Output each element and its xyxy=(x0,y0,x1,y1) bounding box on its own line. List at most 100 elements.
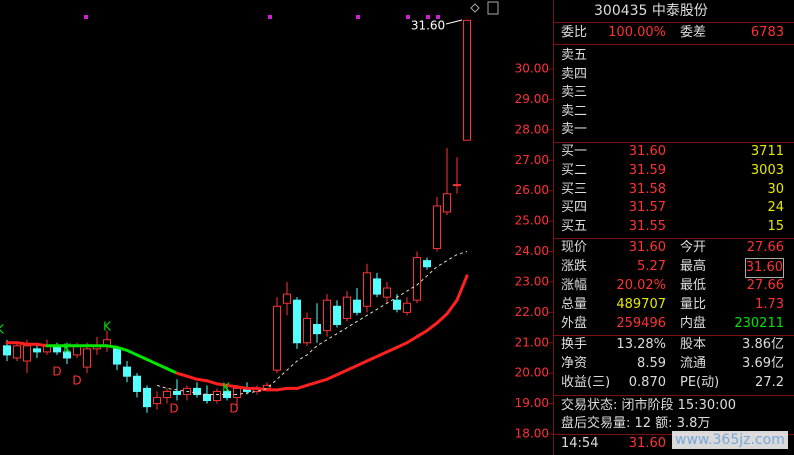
bid-label: 买五 xyxy=(561,219,588,235)
ma-segment xyxy=(175,371,189,378)
y-tick-label: 30.00 xyxy=(515,62,549,76)
y-tick-label: 26.00 xyxy=(515,183,549,197)
candle-body xyxy=(63,351,71,359)
candle-body xyxy=(143,387,151,408)
y-tick-label: 19.00 xyxy=(515,396,549,410)
candle-body xyxy=(83,348,91,368)
candle-body xyxy=(323,299,331,332)
candle-body xyxy=(113,348,121,365)
ask-label: 卖五 xyxy=(561,48,588,63)
signal: K xyxy=(222,381,231,395)
text: 3711 xyxy=(750,144,784,159)
label: 收益(三) xyxy=(561,375,611,390)
ma-segment xyxy=(425,321,439,333)
label: 涨跌 xyxy=(561,259,588,274)
label: 委比 xyxy=(561,25,588,40)
ma-segment xyxy=(215,382,229,387)
y-tick-label: 28.00 xyxy=(515,122,549,136)
text: 489707 xyxy=(616,297,666,312)
ma-segment xyxy=(155,362,169,371)
arrow xyxy=(445,19,463,25)
icon[interactable] xyxy=(470,3,480,13)
label: 股本 xyxy=(680,337,707,352)
ask-label: 卖四 xyxy=(561,66,588,82)
ma-segment xyxy=(115,345,129,352)
ma-segment xyxy=(385,345,399,354)
ma-segment xyxy=(125,348,139,357)
text: 31.60 xyxy=(744,258,784,278)
top-dots xyxy=(84,15,440,19)
label: 内盘 xyxy=(680,316,707,331)
y-tick-label: 27.00 xyxy=(515,153,549,167)
ma-segment xyxy=(35,342,49,348)
candle-body xyxy=(333,305,341,326)
candle-body xyxy=(153,397,161,405)
text: 3003 xyxy=(750,162,784,178)
text: 27.2 xyxy=(755,375,784,390)
signal: K xyxy=(63,342,72,356)
label: 委差 xyxy=(680,25,707,40)
text: 8.59 xyxy=(637,356,666,371)
text: 31.58 xyxy=(628,181,666,197)
y-tick-label: 29.00 xyxy=(515,92,549,106)
text: 259496 xyxy=(616,316,666,331)
ma-segment xyxy=(185,374,199,381)
candle-body xyxy=(433,205,441,249)
status: 盘后交易量: 12 额: 3.8万 xyxy=(561,416,711,431)
candle-body xyxy=(173,390,181,395)
text: 31.60 xyxy=(628,144,666,159)
text: 20.02% xyxy=(616,278,666,293)
text: 27.66 xyxy=(746,278,784,293)
y-tick-label: 24.00 xyxy=(515,244,549,258)
bid-label: 买二 xyxy=(561,162,588,178)
candle-body xyxy=(293,299,301,344)
text: 24 xyxy=(767,200,784,216)
ma-line xyxy=(156,251,468,395)
text: 230211 xyxy=(734,316,784,331)
y-tick-label: 22.00 xyxy=(515,305,549,319)
signal: D xyxy=(52,365,61,379)
ma-segment xyxy=(205,379,219,386)
ma-segment xyxy=(395,341,409,349)
signal: K xyxy=(103,320,112,334)
y-tick-label: 25.00 xyxy=(515,214,549,228)
text: 1.73 xyxy=(755,297,784,312)
candle-body xyxy=(443,193,451,213)
ma-segment xyxy=(255,386,269,392)
signal: D xyxy=(229,402,238,416)
label: 最低 xyxy=(680,278,707,293)
label: 流通 xyxy=(680,356,707,371)
ma-segment xyxy=(145,357,159,366)
tick-time: 14:54 xyxy=(561,436,599,451)
quote-panel: 300435 中泰股份 委比 100.00% 委差 6783 卖五 卖四 卖三 卖二 卖一 买一 31… xyxy=(553,0,794,455)
candle-body xyxy=(203,393,211,402)
ma-segment xyxy=(355,359,369,368)
candle-body xyxy=(23,345,31,362)
ma-segment xyxy=(15,341,29,346)
candle-body xyxy=(423,260,431,268)
ma-segment xyxy=(275,386,289,392)
separator xyxy=(554,44,794,45)
candle-body xyxy=(273,305,281,371)
separator xyxy=(554,22,794,23)
candle-body xyxy=(303,317,311,344)
text: 0.870 xyxy=(628,375,666,390)
text: 31.60 xyxy=(628,240,666,255)
ma-segment xyxy=(105,344,119,349)
label: 外盘 xyxy=(561,316,588,331)
icon[interactable] xyxy=(487,1,499,15)
bid-label: 买三 xyxy=(561,181,588,197)
y-tick-label: 20.00 xyxy=(515,366,549,380)
separator xyxy=(554,238,794,239)
ma-segment xyxy=(455,274,469,302)
text: 5.27 xyxy=(637,259,666,274)
label: 净资 xyxy=(561,356,588,371)
candle-body xyxy=(213,390,221,402)
text: 31.60 xyxy=(628,436,666,451)
candle-body xyxy=(313,324,321,335)
text: 31.55 xyxy=(628,219,666,235)
ask-label: 卖三 xyxy=(561,85,588,100)
candle-body xyxy=(193,387,201,395)
ma-segment xyxy=(435,312,449,325)
